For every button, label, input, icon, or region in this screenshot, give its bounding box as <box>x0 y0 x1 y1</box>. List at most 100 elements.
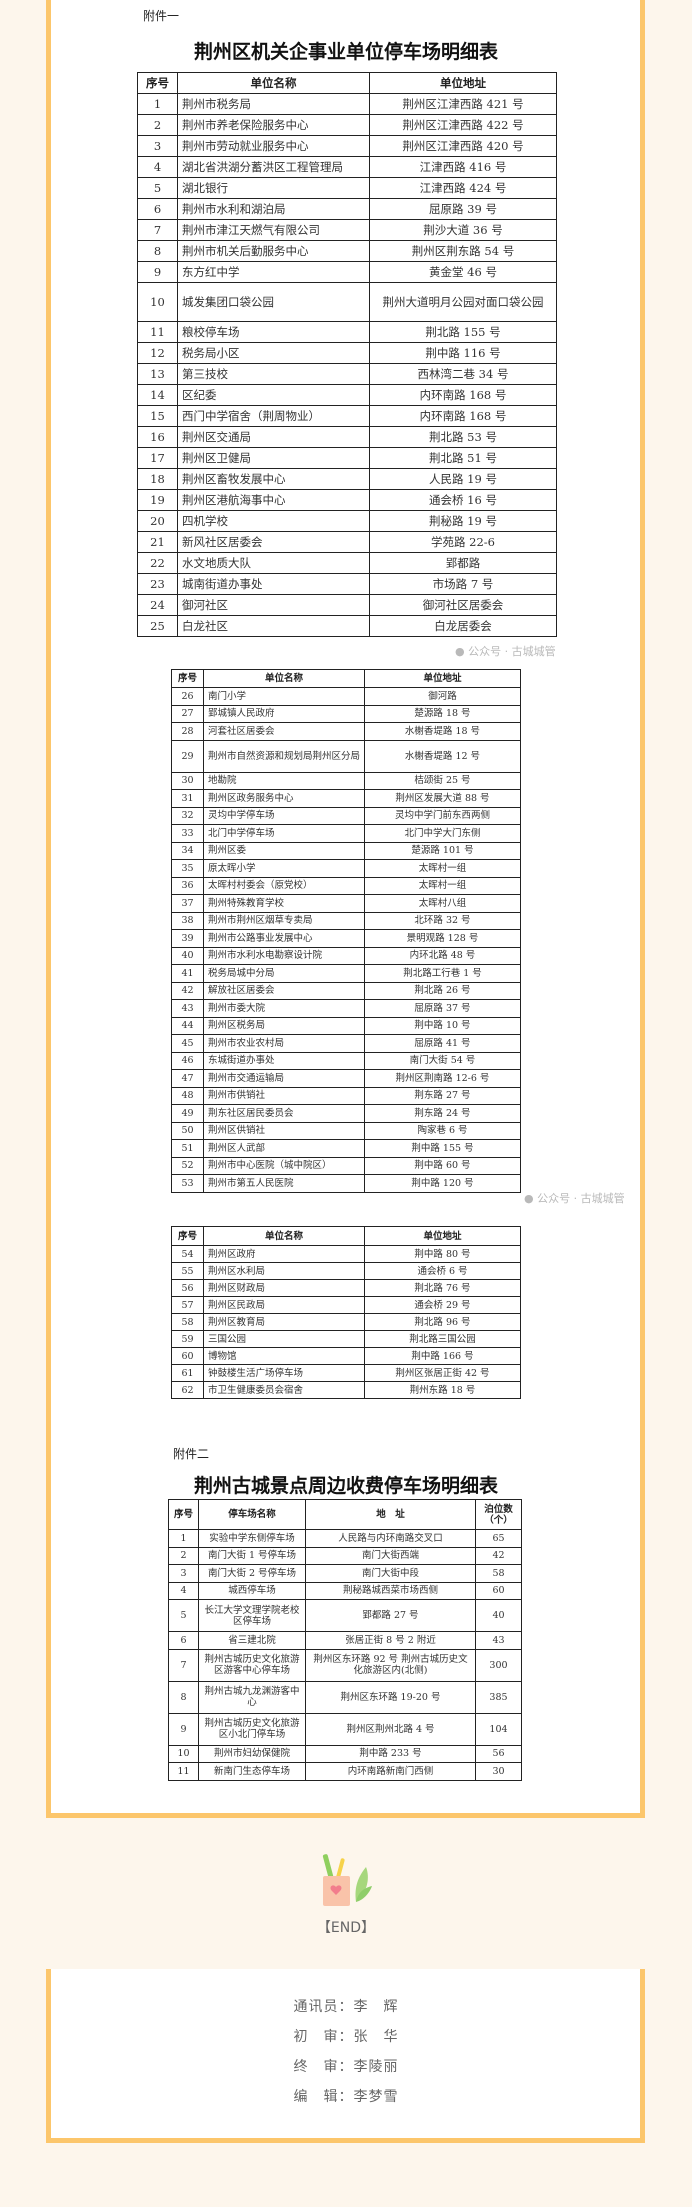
table-row: 7 荆州市津江天燃气有限公司 荆沙大道 36 号 <box>137 219 557 241</box>
table-row: 38 荆州市荆州区烟草专卖局 北环路 32 号 <box>171 911 521 930</box>
annex2-title: 荆州古城景点周边收费停车场明细表 <box>193 1475 498 1497</box>
unit-name: 新风社区居委会 <box>177 531 370 553</box>
table-header: 序号 单位名称 单位地址 <box>171 669 521 688</box>
unit-address: 荆北路三国公园 <box>364 1330 521 1348</box>
column-header: 单位名称 <box>177 72 370 94</box>
unit-address: 荆州东路 18 号 <box>364 1381 521 1399</box>
unit-name: 荆州区港航海事中心 <box>177 489 370 511</box>
unit-name: 水文地质大队 <box>177 552 370 574</box>
unit-name: 荆州区政府 <box>203 1245 365 1263</box>
table-row: 56 荆州区财政局 荆北路 76 号 <box>171 1279 521 1297</box>
row-number: 10 <box>168 1744 199 1763</box>
table-row: 47 荆州市交通运输局 荆州区荆南路 12-6 号 <box>171 1069 521 1088</box>
unit-address: 内环南路 168 号 <box>369 384 557 406</box>
row-number: 36 <box>171 876 204 895</box>
row-number: 51 <box>171 1139 204 1158</box>
table-row: 4 湖北省洪湖分蓄洪区工程管理局 江津西路 416 号 <box>137 156 557 178</box>
column-header: 单位名称 <box>203 669 365 688</box>
unit-name: 东方红中学 <box>177 261 370 283</box>
unit-address: 水榭香堤路 12 号 <box>364 739 521 773</box>
table-row: 3 荆州市劳动就业服务中心 荆州区江津西路 420 号 <box>137 135 557 157</box>
credit-line: 终 审：李陵丽 <box>0 2052 692 2082</box>
unit-name: 荆州古城历史文化旅游区游客中心停车场 <box>198 1648 306 1682</box>
unit-address: 荆北路 53 号 <box>369 426 557 448</box>
row-number: 17 <box>137 447 178 469</box>
column-header: 单位地址 <box>364 1226 521 1246</box>
row-number: 25 <box>137 615 178 637</box>
column-header: 单位地址 <box>369 72 557 94</box>
unit-address: 郢都路 <box>369 552 557 574</box>
column-header: 序号 <box>171 1226 204 1246</box>
unit-name: 东城街道办事处 <box>203 1051 365 1070</box>
unit-address: 荆州区荆东路 54 号 <box>369 240 557 262</box>
table-row: 45 荆州市农业农村局 屈原路 41 号 <box>171 1034 521 1053</box>
unit-name: 荆州区政务服务中心 <box>203 789 365 808</box>
unit-address: 荆沙大道 36 号 <box>369 219 557 241</box>
credit-name: 李 辉 <box>353 1999 399 2015</box>
credit-role: 通讯员： <box>293 1999 354 2015</box>
table-row: 57 荆州区民政局 通会桥 29 号 <box>171 1296 521 1314</box>
unit-name: 湖北银行 <box>177 177 370 199</box>
unit-address: 江津西路 416 号 <box>369 156 557 178</box>
table-row: 54 荆州区政府 荆中路 80 号 <box>171 1245 521 1263</box>
unit-address: 荆中路 233 号 <box>305 1744 476 1763</box>
end-marker: 【END】 <box>316 1920 376 1936</box>
unit-address: 荆州区东环路 19-20 号 <box>305 1680 476 1714</box>
row-number: 59 <box>171 1330 204 1348</box>
row-number: 14 <box>137 384 178 406</box>
row-number: 40 <box>171 946 204 965</box>
unit-name: 荆州市交通运输局 <box>203 1069 365 1088</box>
table-row: 52 荆州市中心医院（城中院区） 荆中路 60 号 <box>171 1156 521 1175</box>
table-header: 序号 停车场名称地 址泊位数（个） <box>168 1499 522 1530</box>
pencil-cup-icon <box>322 1854 372 1906</box>
row-number: 41 <box>171 964 204 983</box>
unit-address: 北门中学大门东侧 <box>364 824 521 843</box>
unit-name: 实验中学东侧停车场 <box>198 1529 306 1548</box>
table-row: 60 博物馆 荆中路 166 号 <box>171 1347 521 1365</box>
unit-address: 荆中路 116 号 <box>369 342 557 364</box>
unit-address: 御河路 <box>364 687 521 706</box>
unit-name: 荆州区人武部 <box>203 1139 365 1158</box>
table-row: 39 荆州市公路事业发展中心 景明观路 128 号 <box>171 929 521 948</box>
unit-name: 荆州古城历史文化旅游区小北门停车场 <box>198 1712 306 1746</box>
unit-name: 三国公园 <box>203 1330 365 1348</box>
row-number: 7 <box>137 219 178 241</box>
row-number: 53 <box>171 1174 204 1193</box>
unit-address: 太晖村八组 <box>364 894 521 913</box>
unit-address: 南门大街西端 <box>305 1546 476 1565</box>
row-number: 3 <box>137 135 178 157</box>
table-row: 6 荆州市水利和湖泊局 屈原路 39 号 <box>137 198 557 220</box>
space-count: 30 <box>475 1762 522 1781</box>
column-header: 单位名称 <box>203 1226 365 1246</box>
unit-name: 城发集团口袋公园 <box>177 282 370 322</box>
row-number: 2 <box>168 1546 199 1565</box>
annex1-title: 荆州区机关企事业单位停车场明细表 <box>193 41 498 63</box>
table-row: 8 荆州市机关后勤服务中心 荆州区荆东路 54 号 <box>137 240 557 262</box>
table-row: 13 第三技校 西林湾二巷 34 号 <box>137 363 557 385</box>
unit-address: 楚源路 18 号 <box>364 704 521 723</box>
unit-name: 城南街道办事处 <box>177 573 370 595</box>
table-row: 61 钟鼓楼生活广场停车场 荆州区张居正街 42 号 <box>171 1364 521 1382</box>
row-number: 9 <box>168 1712 199 1746</box>
unit-name: 荆州区水利局 <box>203 1262 365 1280</box>
credits: 通讯员：李 辉初 审：张 华终 审：李陵丽编 辑：李梦雪 <box>0 1992 692 2112</box>
parking-table-1: 序号 单位名称 单位地址 1 荆州市税务局 荆州区江津西路 421 号 2 荆州市养老保险服务… <box>137 72 557 637</box>
table-row: 25 白龙社区 白龙居委会 <box>137 615 557 637</box>
table-row: 59 三国公园 荆北路三国公园 <box>171 1330 521 1348</box>
unit-address: 灵均中学门前东西两侧 <box>364 806 521 825</box>
unit-address: 御河社区居委会 <box>369 594 557 616</box>
table-row: 26 南门小学 御河路 <box>171 687 521 706</box>
credit-line: 通讯员：李 辉 <box>0 1992 692 2022</box>
unit-address: 南门大街中段 <box>305 1564 476 1583</box>
unit-name: 西门中学宿舍（荆周物业） <box>177 405 370 427</box>
row-number: 21 <box>137 531 178 553</box>
unit-address: 张居正街 8 号 2 附近 <box>305 1631 476 1650</box>
unit-address: 西林湾二巷 34 号 <box>369 363 557 385</box>
table-row: 53 荆州市第五人民医院 荆中路 120 号 <box>171 1174 521 1193</box>
unit-address: 荆中路 80 号 <box>364 1245 521 1263</box>
unit-address: 市场路 7 号 <box>369 573 557 595</box>
unit-address: 荆秘路 19 号 <box>369 510 557 532</box>
credit-name: 李梦雪 <box>353 2089 399 2105</box>
space-count: 60 <box>475 1581 522 1600</box>
paid-parking-table: 序号 停车场名称地 址泊位数（个） 1 实验中学东侧停车场 人民路与内环南路交叉口 65 2… <box>168 1499 522 1781</box>
